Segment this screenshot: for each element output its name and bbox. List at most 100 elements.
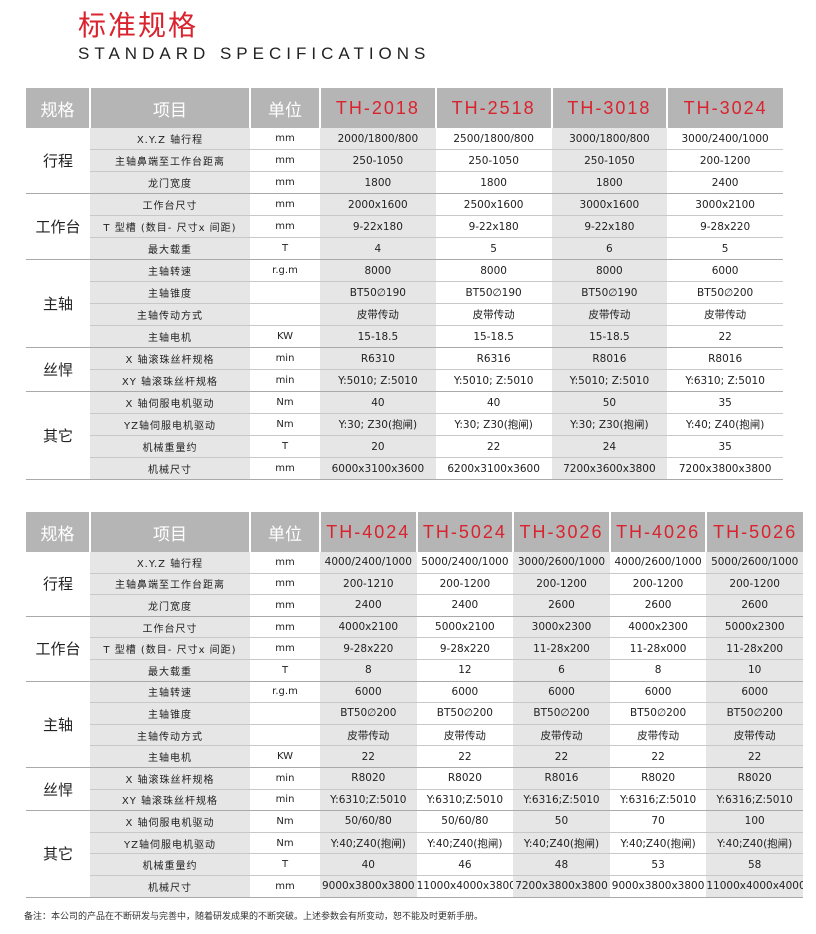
unit-cell: KW <box>250 745 320 768</box>
item-label: 最大载重 <box>90 237 250 260</box>
group-label: 工作台 <box>26 616 90 682</box>
table-row: YZ轴伺服电机驱动 Nm Y:30; Z30(抱闸) Y:30; Z30(抱闸) Y:3… <box>26 413 783 436</box>
value-cell: 6 <box>513 659 610 682</box>
value-cell: Y:40;Z40(抱闸) <box>609 832 707 855</box>
value-cell: BT50∅190 <box>435 281 552 304</box>
value-cell: 100 <box>706 810 803 833</box>
value-cell: 5000x2100 <box>416 616 514 639</box>
value-cell: 22 <box>320 745 417 768</box>
table-row: T 型槽 (数目- 尺寸x 间距) mm 9-22x180 9-22x180 9-22x… <box>26 215 783 238</box>
item-label: X.Y.Z 轴行程 <box>90 552 250 574</box>
value-cell: 50/60/80 <box>320 810 417 833</box>
value-cell: Y:40;Z40(抱闸) <box>706 832 803 855</box>
value-cell: 250-1050 <box>435 149 552 172</box>
value-cell: 1800 <box>320 171 436 194</box>
value-cell: R8020 <box>609 767 707 790</box>
header-model: TH-4024 <box>319 512 417 552</box>
value-cell: 6000x3100x3600 <box>320 457 436 480</box>
value-cell: 皮带传动 <box>320 724 417 747</box>
value-cell: 9-22x180 <box>551 215 668 238</box>
unit-cell: min <box>250 369 320 392</box>
table-row: 行程 X.Y.Z 轴行程 mm 4000/2400/1000 5000/2400/100… <box>26 552 803 617</box>
value-cell: 7200x3800x3800 <box>513 875 610 898</box>
value-cell: 2000x1600 <box>320 193 436 216</box>
table-row: 主轴 主轴转速 r.g.m 6000 6000 6000 6000 6000 <box>26 681 803 768</box>
table-row: 主轴传动方式 皮带传动 皮带传动 皮带传动 皮带传动 皮带传动 <box>26 724 803 747</box>
unit-cell: T <box>250 853 320 876</box>
item-label: YZ轴伺服电机驱动 <box>90 832 250 855</box>
value-cell: 皮带传动 <box>513 724 610 747</box>
value-cell: 4000/2600/1000 <box>609 552 707 574</box>
header-item: 项目 <box>89 512 250 552</box>
value-cell: 48 <box>513 853 610 876</box>
value-cell: R8020 <box>320 767 417 790</box>
value-cell: 4000x2300 <box>609 616 707 639</box>
item-label: 主轴电机 <box>90 325 250 348</box>
footnote: 备注：本公司的产品在不断研发与完善中，随着研发成果的不断突破。上述参数会有所变动… <box>24 912 484 922</box>
value-cell: 40 <box>435 391 552 414</box>
value-cell: Y:40;Z40(抱闸) <box>320 832 417 855</box>
value-cell: 皮带传动 <box>667 303 783 326</box>
value-cell: 皮带传动 <box>320 303 436 326</box>
header-model: TH-4026 <box>608 512 707 552</box>
unit-cell: r.g.m <box>250 681 320 704</box>
value-cell: 4000/2400/1000 <box>320 552 417 574</box>
value-cell: 9-28x220 <box>320 637 417 660</box>
value-cell: 22 <box>416 745 514 768</box>
value-cell: 8 <box>320 659 417 682</box>
value-cell: 2000/1800/800 <box>320 128 436 150</box>
value-cell: Y:6310;Z:5010 <box>320 789 417 812</box>
value-cell: 皮带传动 <box>609 724 707 747</box>
value-cell: 200-1200 <box>667 149 783 172</box>
value-cell: 250-1050 <box>551 149 668 172</box>
unit-cell: mm <box>250 149 320 172</box>
table-row: 最大载重 T 4 5 6 5 <box>26 237 783 260</box>
value-cell: 11000x4000x3800 <box>416 875 514 898</box>
table-row: 丝悍 X 轴滚珠丝杆规格 min R8020 R8020 R8016 R8020 R8020 <box>26 767 803 812</box>
spec-table-1: 规格 项目 单位 TH-2018 TH-2518 TH-3018 TH-3024 行程 X.Y.… <box>26 88 783 480</box>
table-row: 主轴鼻端至工作台距离 mm 200-1210 200-1200 200-1200 200-… <box>26 573 803 596</box>
unit-cell: min <box>250 347 320 370</box>
group-label: 主轴 <box>26 259 90 348</box>
value-cell: 6000 <box>513 681 610 704</box>
item-label: X 轴伺服电机驱动 <box>90 391 250 414</box>
value-cell: Y:40;Z40(抱闸) <box>513 832 610 855</box>
value-cell: 250-1050 <box>320 149 436 172</box>
header-group: 规格 <box>26 512 90 552</box>
unit-cell: mm <box>250 171 320 194</box>
item-label: X.Y.Z 轴行程 <box>90 128 250 150</box>
value-cell: 6200x3100x3600 <box>435 457 552 480</box>
value-cell: 3000/2600/1000 <box>513 552 610 574</box>
value-cell: 9-28x220 <box>416 637 514 660</box>
value-cell: 35 <box>667 435 783 458</box>
group-label: 丝悍 <box>26 767 90 812</box>
item-label: 主轴锥度 <box>90 702 250 725</box>
value-cell: 7200x3800x3800 <box>667 457 783 480</box>
value-cell: Y:30; Z30(抱闸) <box>435 413 552 436</box>
unit-cell: T <box>250 237 320 260</box>
value-cell: 6000 <box>416 681 514 704</box>
value-cell: Y:5010; Z:5010 <box>320 369 436 392</box>
value-cell: 2600 <box>706 594 803 617</box>
value-cell: Y:5010; Z:5010 <box>435 369 552 392</box>
value-cell: 7200x3600x3800 <box>551 457 668 480</box>
value-cell: 3000x2100 <box>667 193 783 216</box>
item-label: 工作台尺寸 <box>90 616 250 639</box>
value-cell: Y:6310;Z:5010 <box>416 789 514 812</box>
unit-cell: Nm <box>250 413 320 436</box>
value-cell: 6 <box>551 237 668 260</box>
value-cell: 9-22x180 <box>320 215 436 238</box>
header-model: TH-3024 <box>666 88 783 128</box>
value-cell: 6000 <box>609 681 707 704</box>
value-cell: 22 <box>667 325 783 348</box>
value-cell: 2600 <box>513 594 610 617</box>
value-cell: Y:40;Z40(抱闸) <box>416 832 514 855</box>
table-row: 机械尺寸 mm 6000x3100x3600 6200x3100x3600 7200x3… <box>26 457 783 480</box>
item-label: 机械重量约 <box>90 853 250 876</box>
value-cell: 2400 <box>667 171 783 194</box>
value-cell: BT50∅200 <box>416 702 514 725</box>
item-label: 主轴传动方式 <box>90 303 250 326</box>
value-cell: 3000/1800/800 <box>551 128 668 150</box>
value-cell: 9-22x180 <box>435 215 552 238</box>
header-model: TH-2518 <box>434 88 552 128</box>
